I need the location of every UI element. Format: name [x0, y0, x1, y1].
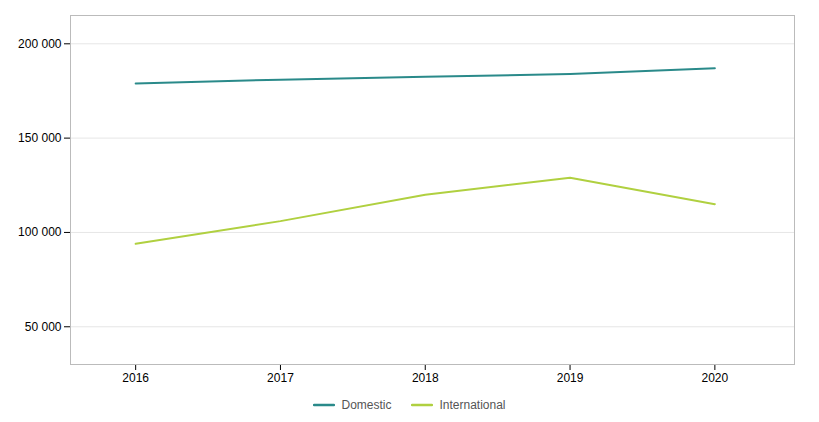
svg-text:2019: 2019 — [557, 371, 584, 385]
html-text:International: International — [439, 398, 506, 412]
svg-text:2018: 2018 — [412, 371, 439, 385]
svg-text:50 000: 50 000 — [25, 320, 62, 334]
svg-text:2020: 2020 — [702, 371, 729, 385]
svg-text:150 000: 150 000 — [18, 131, 62, 145]
svg-text:200 000: 200 000 — [18, 37, 62, 51]
html-text:Domestic: Domestic — [341, 398, 392, 412]
svg-text:2016: 2016 — [122, 371, 149, 385]
svg-text:2017: 2017 — [267, 371, 294, 385]
svg-text:100 000: 100 000 — [18, 225, 62, 239]
